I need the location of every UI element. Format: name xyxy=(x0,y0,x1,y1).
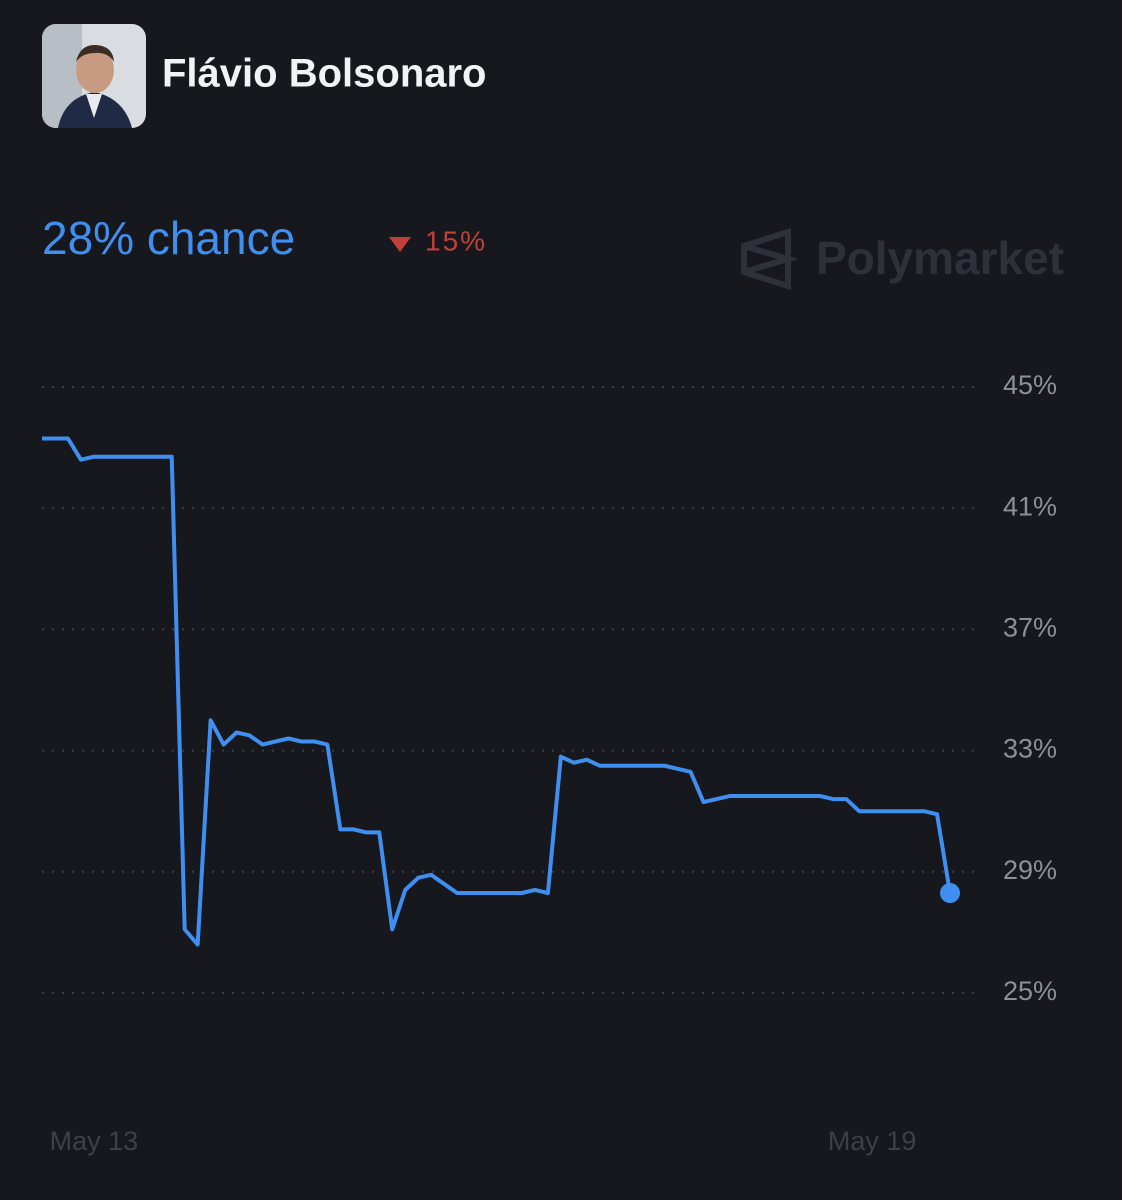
y-tick-label: 25% xyxy=(1003,976,1057,1006)
y-tick-label: 45% xyxy=(1003,370,1057,400)
y-tick-label: 33% xyxy=(1003,734,1057,764)
brand-logo xyxy=(741,227,799,291)
down-icon xyxy=(389,237,411,252)
y-tick-label: 29% xyxy=(1003,855,1057,885)
y-tick-label: 41% xyxy=(1003,491,1057,521)
end-dot xyxy=(940,883,960,904)
brand: Polymarket xyxy=(816,232,1064,284)
candidate-name: Flávio Bolsonaro xyxy=(162,52,487,96)
chance: 28% chance xyxy=(42,212,295,264)
x-tick-label: May 19 xyxy=(828,1126,917,1156)
x-tick-label: May 13 xyxy=(50,1126,139,1156)
change: 15% xyxy=(425,225,487,256)
line xyxy=(42,436,952,947)
avatar xyxy=(42,24,146,128)
y-tick-label: 37% xyxy=(1003,613,1057,643)
